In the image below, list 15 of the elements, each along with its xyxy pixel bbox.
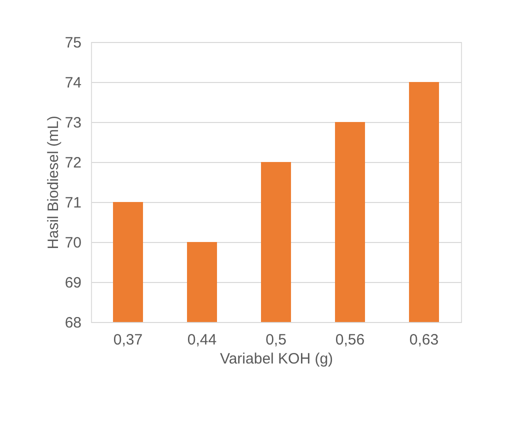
y-tick-label: 69 xyxy=(64,274,82,292)
y-tick-label: 75 xyxy=(64,34,82,52)
x-tick-label: 0,44 xyxy=(187,332,217,348)
y-tick-label: 68 xyxy=(64,314,82,332)
y-tick-label: 73 xyxy=(64,114,82,132)
x-axis-title: Variabel KOH (g) xyxy=(220,350,334,368)
x-tick-label: 0,5 xyxy=(266,332,286,348)
x-tick-label: 0,63 xyxy=(409,332,439,348)
x-tick-label: 0,56 xyxy=(335,332,365,348)
y-tick-label: 71 xyxy=(64,194,82,212)
y-tick-label: 70 xyxy=(64,234,82,252)
x-tick-label: 0,37 xyxy=(113,332,143,348)
y-axis-title: Hasil Biodiesel (mL) xyxy=(44,116,62,250)
y-tick-label: 74 xyxy=(64,74,82,92)
y-tick-label: 72 xyxy=(64,154,82,172)
